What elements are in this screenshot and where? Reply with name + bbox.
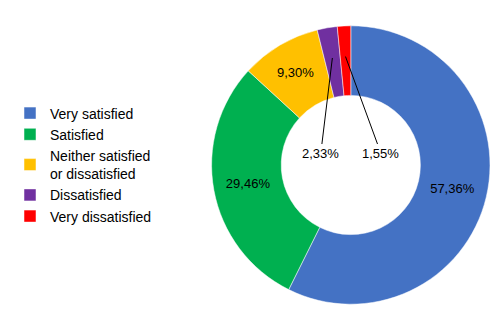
- svg-text:9,30%: 9,30%: [277, 65, 314, 80]
- svg-text:Satisfied: Satisfied: [50, 127, 104, 143]
- svg-text:2,33%: 2,33%: [302, 146, 339, 161]
- svg-text:29,46%: 29,46%: [226, 176, 271, 191]
- svg-text:57,36%: 57,36%: [430, 181, 475, 196]
- svg-text:1,55%: 1,55%: [362, 146, 399, 161]
- svg-text:Very satisfied: Very satisfied: [50, 106, 133, 122]
- svg-text:Neither satisfiedor dissatisfi: Neither satisfiedor dissatisfied: [50, 148, 150, 182]
- svg-text:Dissatisfied: Dissatisfied: [50, 187, 122, 203]
- svg-text:Very dissatisfied: Very dissatisfied: [50, 209, 151, 225]
